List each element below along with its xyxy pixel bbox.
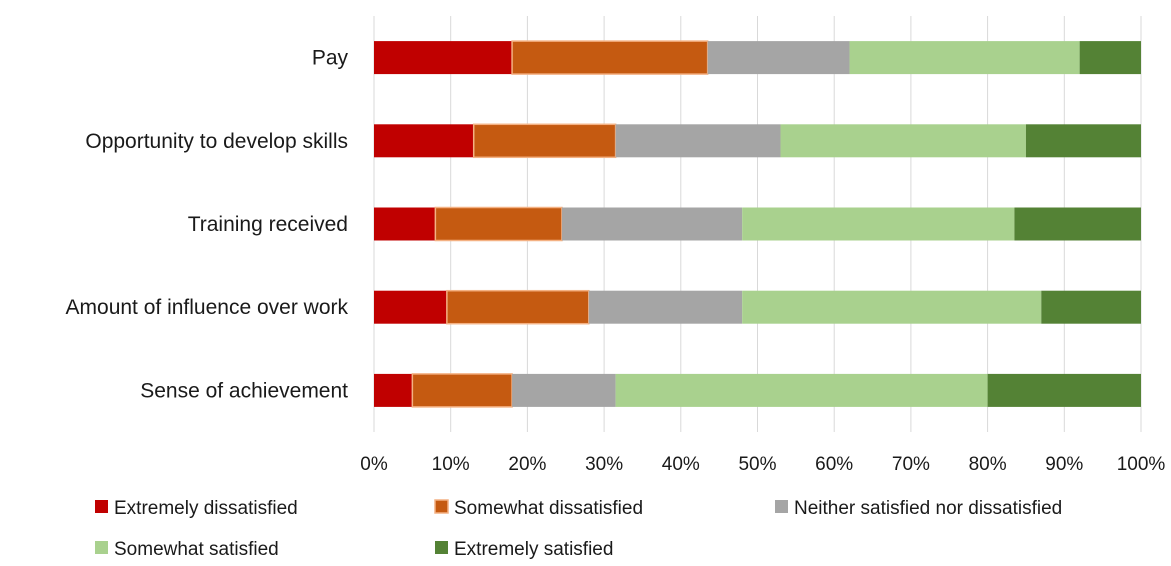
legend: Extremely dissatisfied Somewhat dissatisf…	[95, 498, 1062, 560]
x-tick-label: 60%	[815, 454, 853, 475]
x-tick-label: 50%	[738, 454, 776, 475]
bar-segment	[742, 290, 1042, 324]
legend-label: Somewhat dissatisfied	[454, 498, 643, 519]
x-tick-label: 10%	[432, 454, 470, 475]
category-label: Sense of achievement	[140, 379, 348, 402]
bar-segment	[780, 124, 1026, 158]
x-tick-label: 100%	[1117, 454, 1166, 475]
x-tick-label: 70%	[892, 454, 930, 475]
category-labels: Pay Opportunity to develop skills Training…	[66, 47, 349, 403]
legend-label: Extremely dissatisfied	[114, 498, 298, 519]
x-axis-tick-labels: 0% 10% 20% 30% 40% 50% 60% 70% 80% 90% 100%	[360, 454, 1165, 475]
bar-segment	[1025, 124, 1141, 158]
legend-label: Extremely satisfied	[454, 539, 613, 560]
x-tick-label: 90%	[1045, 454, 1083, 475]
bar-segment	[374, 124, 474, 158]
category-label: Amount of influence over work	[66, 296, 349, 319]
x-tick-label: 80%	[969, 454, 1007, 475]
bar-segment	[1041, 290, 1141, 324]
bar-segment	[615, 124, 781, 158]
bar-segment	[849, 41, 1080, 75]
x-tick-label: 30%	[585, 454, 623, 475]
bar-segment	[512, 373, 616, 407]
category-label: Training received	[188, 213, 348, 236]
bar-segment	[434, 206, 563, 242]
x-tick-label: 40%	[662, 454, 700, 475]
legend-label: Somewhat satisfied	[114, 539, 279, 560]
category-label: Pay	[312, 47, 349, 70]
legend-swatch	[434, 499, 449, 514]
bar-segment	[615, 373, 988, 407]
bar-segment	[987, 373, 1141, 407]
x-tick-label: 20%	[508, 454, 546, 475]
bar-segment	[472, 123, 617, 159]
bar-segment	[411, 373, 513, 408]
bar-segment	[561, 207, 743, 241]
bar-segment	[1079, 41, 1141, 75]
bar-segment	[1014, 207, 1141, 241]
legend-swatch	[435, 541, 448, 554]
bar-segment	[374, 207, 436, 241]
bar-segment	[374, 41, 513, 75]
bar-segment	[742, 207, 1015, 241]
bars	[374, 40, 1141, 408]
category-label: Opportunity to develop skills	[85, 130, 348, 153]
bar-segment	[446, 289, 590, 325]
bar-segment	[511, 40, 709, 75]
legend-label: Neither satisfied nor dissatisfied	[794, 498, 1062, 519]
bar-segment	[374, 373, 413, 407]
legend-swatch	[95, 500, 108, 513]
legend-swatch	[95, 541, 108, 554]
x-tick-label: 0%	[360, 454, 388, 475]
legend-swatch	[775, 500, 788, 513]
bar-segment	[374, 290, 447, 324]
bar-segment	[588, 290, 743, 324]
bar-segment	[707, 41, 850, 75]
